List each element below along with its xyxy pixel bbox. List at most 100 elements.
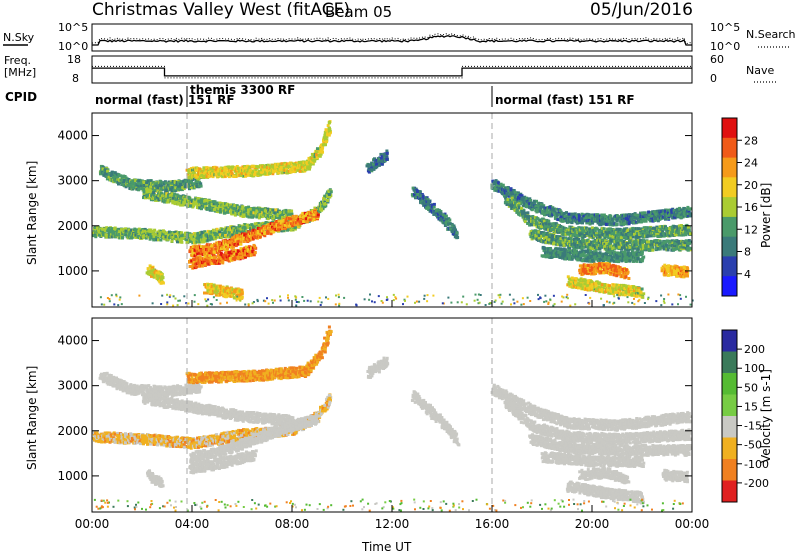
echo-cell xyxy=(126,184,130,188)
echo-cell xyxy=(306,166,310,170)
echo-cell xyxy=(310,152,314,156)
echo-cell xyxy=(192,171,196,175)
echo-cell xyxy=(227,165,231,169)
echo-cell xyxy=(164,181,168,185)
echo-cell xyxy=(223,166,227,170)
echo-cell xyxy=(253,250,257,254)
echo-cell xyxy=(320,148,323,152)
echo-cell xyxy=(182,187,186,191)
echo-cell xyxy=(189,204,193,208)
echo-cell xyxy=(326,133,330,137)
echo-cell xyxy=(259,173,263,176)
cpid-label: CPID xyxy=(5,90,37,104)
echo-cell xyxy=(176,187,180,191)
echo-cell xyxy=(540,205,544,209)
echo-cell xyxy=(195,180,199,184)
echo-cell xyxy=(152,191,156,195)
echo-cell xyxy=(226,246,229,250)
echo-cell xyxy=(242,172,246,176)
echo-cell xyxy=(169,187,173,191)
echo-cell xyxy=(233,174,237,178)
echo-cell xyxy=(291,167,295,170)
echo-cell xyxy=(160,183,164,187)
echo-cell xyxy=(101,167,105,171)
echo-cell xyxy=(275,165,279,168)
echo-cell xyxy=(532,200,536,204)
echo-cell xyxy=(137,187,141,191)
echo-cell xyxy=(268,171,272,175)
echo-cell xyxy=(201,172,205,176)
echo-cell xyxy=(194,197,198,201)
echo-cell xyxy=(240,295,244,299)
echo-cell xyxy=(149,185,153,189)
echo-cell xyxy=(131,186,135,190)
echo-cell xyxy=(211,172,215,176)
echo-cell xyxy=(226,170,230,174)
echo-cell xyxy=(308,218,312,222)
echo-cell xyxy=(135,187,139,191)
beam-label: Beam 05 xyxy=(325,3,392,21)
echo-cell xyxy=(197,184,201,188)
echo-cell xyxy=(296,166,300,170)
echo-cell xyxy=(323,133,327,137)
echo-cell xyxy=(145,181,149,185)
echo-cell xyxy=(160,188,164,192)
echo-cell xyxy=(266,230,269,234)
echo-cell xyxy=(283,163,287,167)
echo-cell xyxy=(289,167,293,171)
echo-cell xyxy=(159,180,163,183)
echo-cell xyxy=(312,217,316,221)
echo-cell xyxy=(209,206,213,210)
echo-cell xyxy=(157,197,161,201)
echo-cell xyxy=(240,288,244,292)
echo-cell xyxy=(112,176,116,180)
echo-cell xyxy=(190,176,193,180)
frequency-line xyxy=(92,67,692,77)
echo-cell xyxy=(266,163,270,167)
echo-cell xyxy=(150,193,154,197)
echo-cell xyxy=(241,165,245,169)
echo-cell xyxy=(456,236,460,239)
echo-cell xyxy=(123,179,126,182)
echo-cell xyxy=(253,173,257,177)
echo-cell xyxy=(239,255,243,259)
echo-cell xyxy=(263,167,267,171)
echo-cell xyxy=(205,166,209,170)
echo-cell xyxy=(149,179,153,183)
echo-cell xyxy=(243,166,247,170)
echo-cell xyxy=(132,180,135,184)
echo-cell xyxy=(276,162,280,166)
echo-cell xyxy=(325,128,328,132)
echo-cell xyxy=(287,164,291,168)
echo-cell xyxy=(180,240,184,244)
nsearch-label: N.Search xyxy=(746,28,796,41)
echo-cell xyxy=(260,168,264,172)
echo-cell xyxy=(432,205,436,209)
echo-cell xyxy=(321,150,324,154)
echo-cell xyxy=(240,172,244,176)
echo-cell xyxy=(107,175,111,179)
echo-cell xyxy=(191,182,195,186)
echo-cell xyxy=(184,199,188,203)
nave-label: Nave xyxy=(746,64,774,77)
echo-cell xyxy=(329,190,333,194)
echo-cell xyxy=(208,208,212,212)
echo-cell xyxy=(319,143,323,147)
echo-cell xyxy=(146,193,150,197)
echo-cell xyxy=(327,120,331,124)
echo-cell xyxy=(198,197,202,201)
echo-cell xyxy=(125,180,129,184)
echo-cell xyxy=(296,168,300,172)
echo-cell xyxy=(184,183,188,187)
echo-cell xyxy=(211,170,215,174)
echo-cell xyxy=(159,196,163,200)
echo-cell xyxy=(212,208,216,212)
echo-cell xyxy=(146,267,150,271)
echo-cell xyxy=(218,230,222,234)
echo-cell xyxy=(236,167,240,171)
echo-cell xyxy=(197,177,201,181)
echo-cell xyxy=(201,198,205,202)
echo-cell xyxy=(171,180,175,183)
echo-cell xyxy=(192,204,196,208)
